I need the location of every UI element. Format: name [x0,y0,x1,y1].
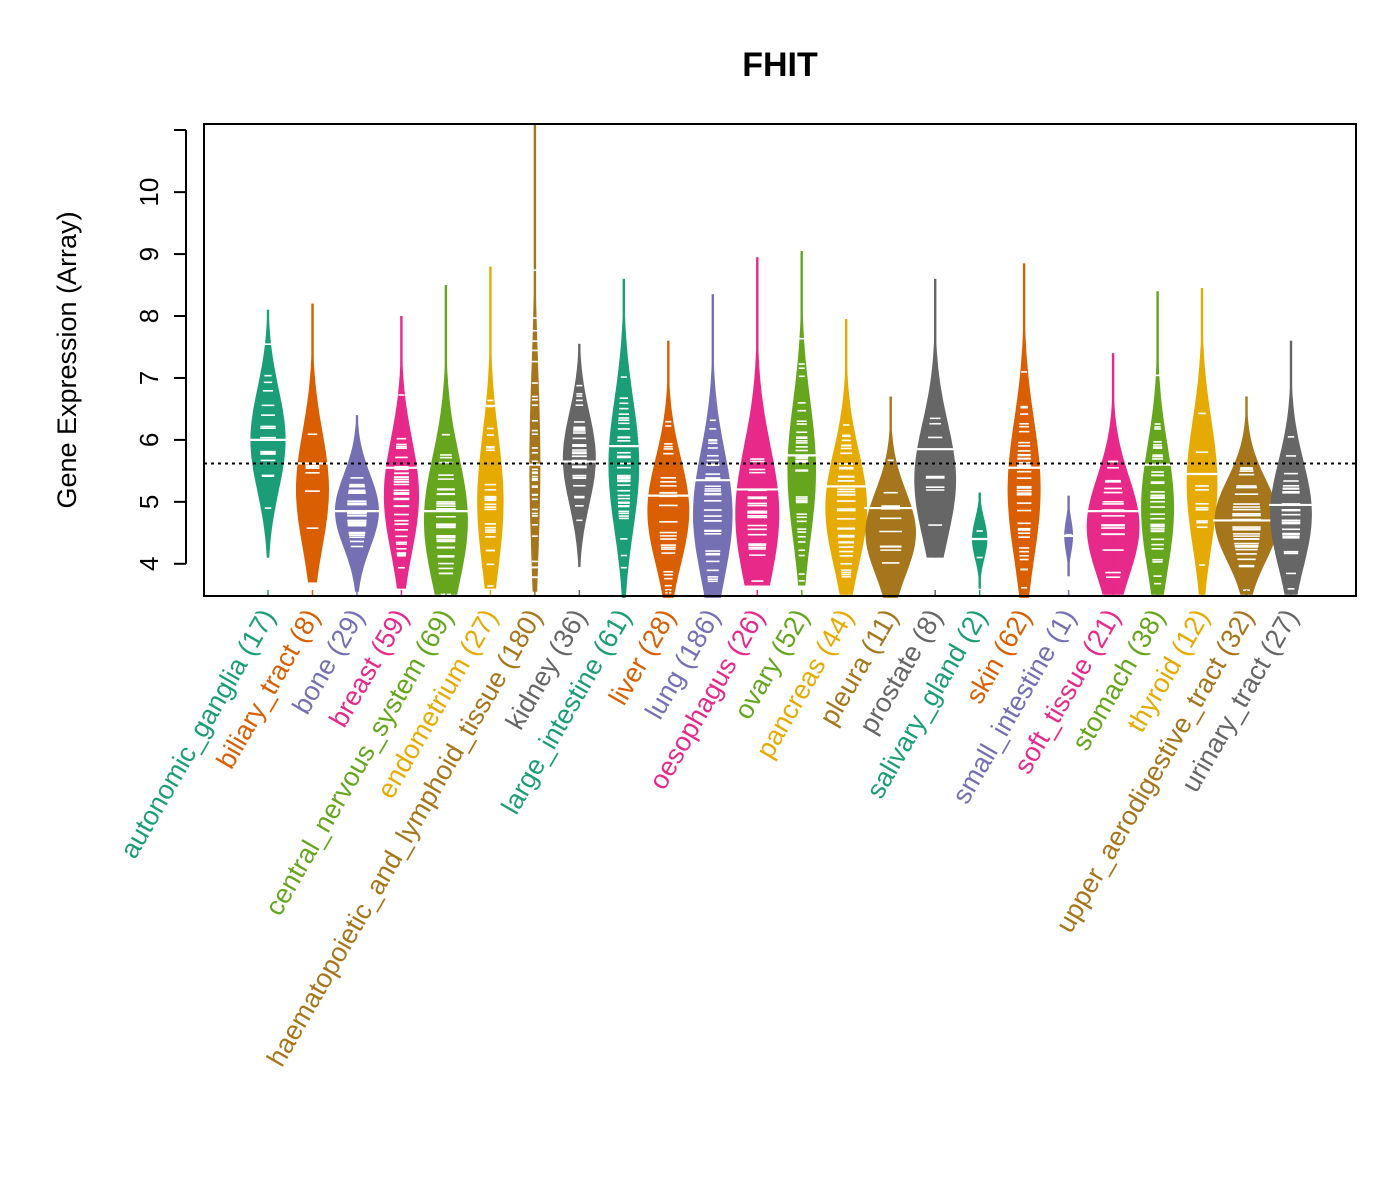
y-tick-label: 10 [134,178,164,207]
violin-skin [1006,263,1042,598]
violin-autonomic-ganglia [249,309,287,558]
y-tick-label: 9 [134,247,164,261]
violin-oesophagus [734,257,781,586]
violin-pancreas [824,319,869,595]
violin-central-nervous-system [422,285,470,596]
violin-salivary-gland [971,492,988,589]
violin-breast [382,316,420,589]
violin-lung [691,294,734,598]
y-tick-label: 7 [134,371,164,385]
violin-pleura [864,396,918,598]
x-axis-labels: autonomic_ganglia (17)biliary_tract (8)b… [114,604,1304,1071]
violin-ovary [786,250,817,586]
y-axis: 4 5 6 7 8 9 10 [134,129,187,571]
violin-liver [646,340,691,598]
y-tick-label: 5 [134,495,164,509]
violins-group [249,124,1313,598]
violin-large-intestine [607,278,640,598]
violin-soft-tissue [1085,353,1141,595]
violin-haematopoietic-and-lymphoid-tissue [526,124,543,592]
violin-prostate [913,278,958,558]
violin-upper-aerodigestive-tract [1213,396,1281,595]
violin-biliary-tract [295,303,330,583]
violin-thyroid [1185,288,1219,595]
y-tick-label: 8 [134,309,164,323]
y-tick-label: 6 [134,433,164,447]
chart-title: FHIT [742,46,818,84]
violin-kidney [562,343,597,567]
violin-urinary-tract [1269,340,1313,595]
violin-small-intestine [1060,495,1077,577]
y-axis-label: Gene Expression (Array) [52,211,82,508]
violin-endometrium [476,266,505,589]
violin-bone [333,415,381,592]
plot-frame [203,123,1357,597]
violin-stomach [1140,291,1175,595]
y-tick-label: 4 [134,557,164,571]
